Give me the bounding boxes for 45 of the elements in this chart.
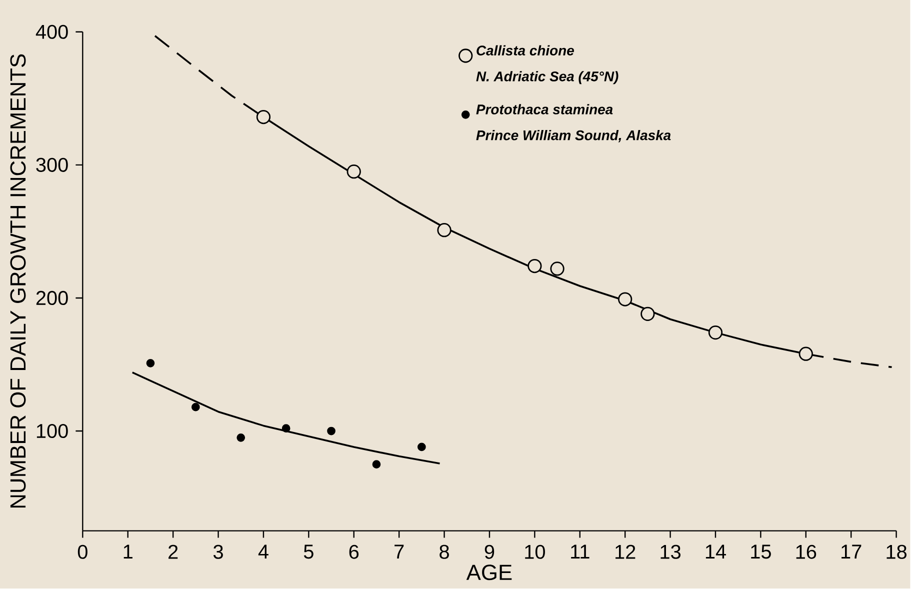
- point: [372, 460, 381, 469]
- y-tick-label: 100: [36, 424, 68, 438]
- point: [146, 359, 155, 368]
- point: [437, 223, 452, 238]
- x-tick-label: 3: [213, 545, 223, 560]
- x-axis-title: AGE: [466, 564, 512, 580]
- annotation: Prince William Sound, Alaska: [476, 130, 671, 142]
- point: [236, 434, 246, 442]
- point: [327, 427, 336, 436]
- x-tick-label: 0: [78, 545, 88, 560]
- point: [346, 164, 361, 179]
- point: [256, 110, 271, 124]
- x-tick-label: 8: [440, 545, 449, 560]
- annotation: N. Adriatic Sea (45°N): [476, 71, 618, 84]
- y-tick-label: 200: [36, 291, 68, 306]
- point: [618, 292, 632, 307]
- y-axis-title: NUMBER OF DAILY GROWTH INCREMENTS: [10, 54, 26, 508]
- x-tick-label: 5: [304, 545, 314, 559]
- point: [640, 307, 655, 322]
- x-tick-label: 10: [525, 545, 545, 560]
- point: [550, 262, 564, 276]
- x-tick-label: 13: [660, 545, 680, 560]
- x-tick-label: 16: [796, 545, 816, 560]
- x-tick-label: 2: [168, 545, 178, 559]
- x-tick-label: 1: [124, 545, 132, 559]
- x-tick-label: 18: [886, 545, 906, 560]
- point: [798, 346, 813, 362]
- point: [282, 424, 290, 433]
- y-tick-label: 300: [36, 158, 68, 172]
- x-tick-label: 9: [484, 545, 494, 560]
- x-tick-label: 14: [706, 545, 726, 559]
- x-tick-label: 6: [349, 545, 359, 560]
- x-tick-label: 17: [842, 545, 862, 559]
- x-tick-label: 12: [616, 545, 636, 559]
- point: [417, 443, 426, 452]
- x-tick-label: 4: [258, 545, 268, 559]
- point: [191, 403, 200, 412]
- y-tick-label: 400: [36, 25, 68, 40]
- legend-label: Protothaca staminea: [476, 104, 613, 115]
- x-tick-label: 7: [394, 545, 404, 559]
- legend-label: Callista chione: [476, 45, 574, 56]
- x-tick-label: 11: [571, 545, 590, 559]
- point: [528, 259, 542, 274]
- point: [708, 326, 723, 340]
- x-tick-label: 15: [751, 545, 771, 559]
